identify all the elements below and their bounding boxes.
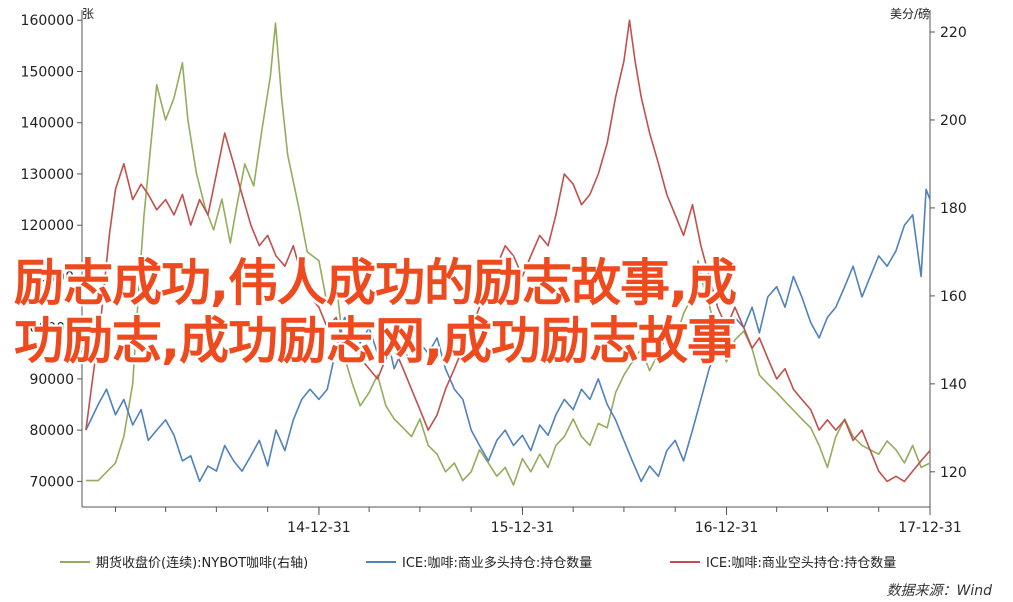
legend: 期货收盘价(连续):NYBOT咖啡(右轴) ICE:咖啡:商业多头持仓:持仓数量 I… (60, 555, 896, 571)
right-tick-label: 140 (940, 377, 967, 393)
left-tick-label: 90000 (29, 372, 74, 388)
left-tick-label: 140000 (21, 116, 74, 132)
series-line-3 (85, 19, 931, 483)
series-lines (85, 19, 931, 486)
plot-frame (81, 10, 931, 508)
overlay-title-line-1: 励志成功,伟人成功的励志故事,成 (14, 254, 737, 312)
series-line-1 (85, 22, 931, 486)
data-source-label: 数据来源：Wind (887, 583, 993, 599)
x-tick-label: 17-12-31 (898, 520, 962, 536)
right-axis-unit-label: 美分/磅 (890, 6, 930, 21)
left-tick-label: 150000 (21, 64, 74, 80)
left-tick-label: 130000 (21, 167, 74, 183)
left-axis-unit-label: 张 (82, 7, 94, 21)
legend-entry-label: ICE:咖啡:商业空头持仓:持仓数量 (706, 556, 896, 571)
x-tick-label: 16-12-31 (695, 520, 759, 536)
right-tick-label: 180 (940, 201, 967, 217)
right-tick-label: 160 (940, 289, 967, 305)
left-tick-label: 80000 (29, 423, 74, 439)
right-tick-label: 200 (940, 113, 967, 129)
left-tick-label: 110000 (21, 269, 74, 285)
legend-entry-label: 期货收盘价(连续):NYBOT咖啡(右轴) (96, 555, 308, 571)
right-tick-label: 220 (940, 25, 967, 41)
x-axis-ticks: 14-12-31 15-12-31 16-12-31 17-12-31 (114, 507, 962, 536)
left-tick-label: 100000 (21, 321, 74, 337)
series-line-2 (85, 188, 931, 483)
right-tick-label: 120 (940, 465, 967, 481)
left-tick-label: 160000 (21, 13, 74, 29)
legend-entry-label: ICE:咖啡:商业多头持仓:持仓数量 (402, 555, 592, 571)
x-tick-label: 14-12-31 (287, 520, 351, 536)
left-tick-label: 120000 (21, 218, 74, 234)
overlay-title-line-2: 功励志,成功励志网,成功励志故事 (14, 312, 737, 370)
right-axis-ticks: 120 140 160 180 200 220 (930, 25, 967, 481)
x-tick-label: 15-12-31 (491, 520, 555, 536)
left-tick-label: 70000 (29, 474, 74, 490)
left-axis-ticks: 70000 80000 90000 100000 110000 120000 130000 1… (21, 13, 82, 490)
